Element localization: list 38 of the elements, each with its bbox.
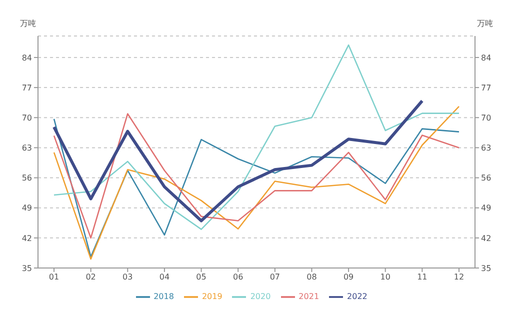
y2-tick-label: 63 <box>481 144 492 153</box>
x-tick-label: 03 <box>122 272 133 282</box>
y-tick-label: 42 <box>22 234 32 243</box>
y2-tick-label: 77 <box>481 83 492 92</box>
line-series <box>53 113 460 239</box>
x-tick-label: 01 <box>48 272 60 282</box>
x-tick-label: 10 <box>380 272 390 282</box>
y-tick-label: 49 <box>22 204 32 213</box>
x-tick-label: 05 <box>196 272 206 282</box>
y2-tick-label: 35 <box>481 264 492 273</box>
y-tick-label: 35 <box>22 264 32 273</box>
x-tick-label: 12 <box>454 272 464 282</box>
y-tick-label: 70 <box>22 113 32 122</box>
y2-tick-label: 56 <box>481 174 492 183</box>
x-tick-label: 09 <box>343 272 354 282</box>
legend-label: 2021 <box>298 292 320 302</box>
legend-label: 2022 <box>347 292 368 302</box>
x-tick-label: 06 <box>232 272 244 282</box>
y2-tick-label: 84 <box>481 53 492 62</box>
y2-tick-label: 42 <box>481 234 492 243</box>
legend-label: 2018 <box>154 292 174 302</box>
y2-tick-label: 70 <box>481 113 492 122</box>
y-tick-label: 56 <box>22 174 32 183</box>
y2-axis-title: 万吨 <box>477 19 493 28</box>
y-tick-label: 63 <box>22 144 32 153</box>
x-tick-label: 07 <box>270 272 280 282</box>
y-axis-title: 万吨 <box>20 19 36 28</box>
line-series <box>52 99 424 222</box>
y2-tick-label: 49 <box>481 204 492 213</box>
legend-label: 2020 <box>250 292 271 302</box>
x-tick-label: 04 <box>159 272 170 282</box>
x-tick-label: 11 <box>417 272 428 282</box>
x-tick-label: 02 <box>86 272 96 282</box>
y-tick-label: 84 <box>22 53 32 62</box>
y-tick-label: 77 <box>22 83 32 92</box>
legend-label: 2019 <box>202 292 222 302</box>
x-tick-label: 08 <box>306 272 317 282</box>
line-series <box>53 44 460 230</box>
